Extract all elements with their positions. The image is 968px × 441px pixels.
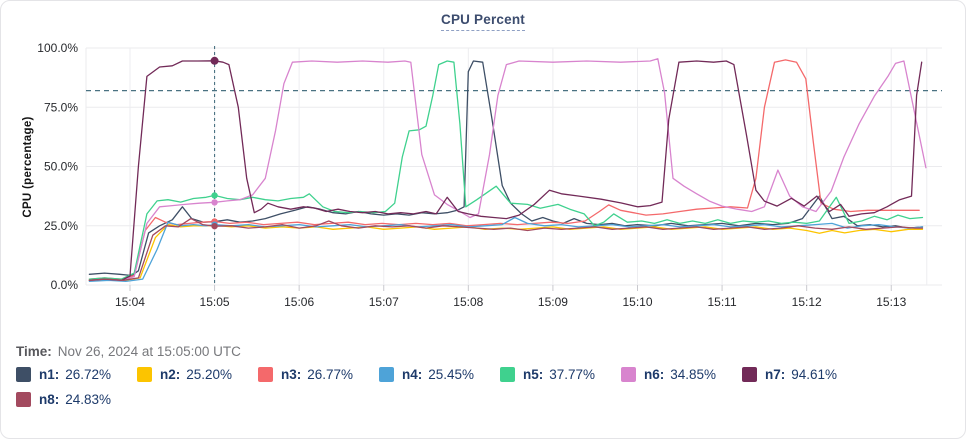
legend-series-name: n3:: [281, 367, 302, 382]
legend-swatch-n7: [742, 367, 757, 382]
chart-header: CPU Percent: [1, 12, 965, 31]
legend-series-name: n4:: [402, 367, 423, 382]
legend-series-name: n8:: [39, 392, 60, 407]
legend-swatch-n6: [621, 367, 636, 382]
legend-series-value: 34.85%: [670, 367, 717, 382]
x-tick-label: 15:10: [622, 295, 652, 309]
legend-series-value: 25.45%: [428, 367, 475, 382]
legend-series-name: n1:: [39, 367, 60, 382]
series-line-n8: [88, 217, 924, 281]
time-value: Nov 26, 2024 at 15:05:00 UTC: [57, 344, 241, 359]
legend-series-value: 37.77%: [549, 367, 596, 382]
x-tick-label: 15:04: [115, 295, 145, 309]
legend-swatch-n3: [258, 367, 273, 382]
legend-series-value: 25.20%: [186, 367, 233, 382]
crosshair-dot-n5: [211, 192, 218, 199]
series-line-n6: [88, 58, 927, 281]
crosshair-dot-n8: [211, 222, 218, 230]
time-label: Time:: [16, 344, 52, 359]
legend-item-n1[interactable]: n1: 26.72%: [16, 367, 137, 382]
legend-series-value: 24.83%: [65, 392, 112, 407]
legend-item-n8[interactable]: n8: 24.83%: [16, 392, 137, 407]
legend-series-name: n6:: [644, 367, 665, 382]
legend-swatch-n5: [500, 367, 515, 382]
crosshair-dot-n7: [210, 56, 219, 65]
crosshair-dot-n6: [211, 199, 218, 206]
legend-item-n4[interactable]: n4: 25.45%: [379, 367, 500, 382]
legend-item-n5[interactable]: n5: 37.77%: [500, 367, 621, 382]
crosshair-time-readout: Time: Nov 26, 2024 at 15:05:00 UTC: [16, 344, 241, 359]
y-axis-label: CPU (percentage): [22, 116, 34, 217]
legend-series-name: n2:: [160, 367, 181, 382]
series-line-n3: [88, 59, 920, 280]
legend: n1: 26.72% n2: 25.20% n3: 26.77% n4: 25.45% n5: 3…: [16, 367, 957, 407]
x-tick-label: 15:13: [876, 295, 906, 309]
x-tick-label: 15:11: [708, 295, 737, 309]
y-tick-label: 50.0%: [44, 160, 78, 174]
x-tick-label: 15:09: [538, 295, 568, 309]
y-tick-label: 75.0%: [44, 100, 78, 114]
legend-swatch-n4: [379, 367, 394, 382]
legend-item-n6[interactable]: n6: 34.85%: [621, 367, 742, 382]
cpu-usage-chart[interactable]: CPU (percentage) 100.0% 75.0% 50.0% 25.0% 0.…: [1, 1, 966, 323]
x-tick-label: 15:12: [792, 295, 822, 309]
x-tick-label: 15:05: [200, 295, 230, 309]
series-line-n5: [88, 60, 924, 280]
legend-series-value: 26.77%: [307, 367, 354, 382]
legend-swatch-n2: [137, 367, 152, 382]
legend-swatch-n8: [16, 392, 31, 407]
y-tick-label: 100.0%: [37, 41, 78, 55]
legend-item-n2[interactable]: n2: 25.20%: [137, 367, 258, 382]
legend-item-n3[interactable]: n3: 26.77%: [258, 367, 379, 382]
x-tick-label: 15:06: [284, 295, 314, 309]
legend-series-value: 26.72%: [65, 367, 112, 382]
legend-series-value: 94.61%: [791, 367, 838, 382]
legend-series-name: n7:: [765, 367, 786, 382]
series-line-n7: [88, 60, 923, 281]
y-tick-label: 0.0%: [51, 278, 79, 292]
x-tick-label: 15:07: [369, 295, 399, 309]
y-tick-label: 25.0%: [44, 219, 78, 233]
legend-swatch-n1: [16, 367, 31, 382]
legend-item-n7[interactable]: n7: 94.61%: [742, 367, 863, 382]
chart-title[interactable]: CPU Percent: [441, 12, 525, 31]
x-tick-label: 15:08: [453, 295, 483, 309]
legend-series-name: n5:: [523, 367, 544, 382]
